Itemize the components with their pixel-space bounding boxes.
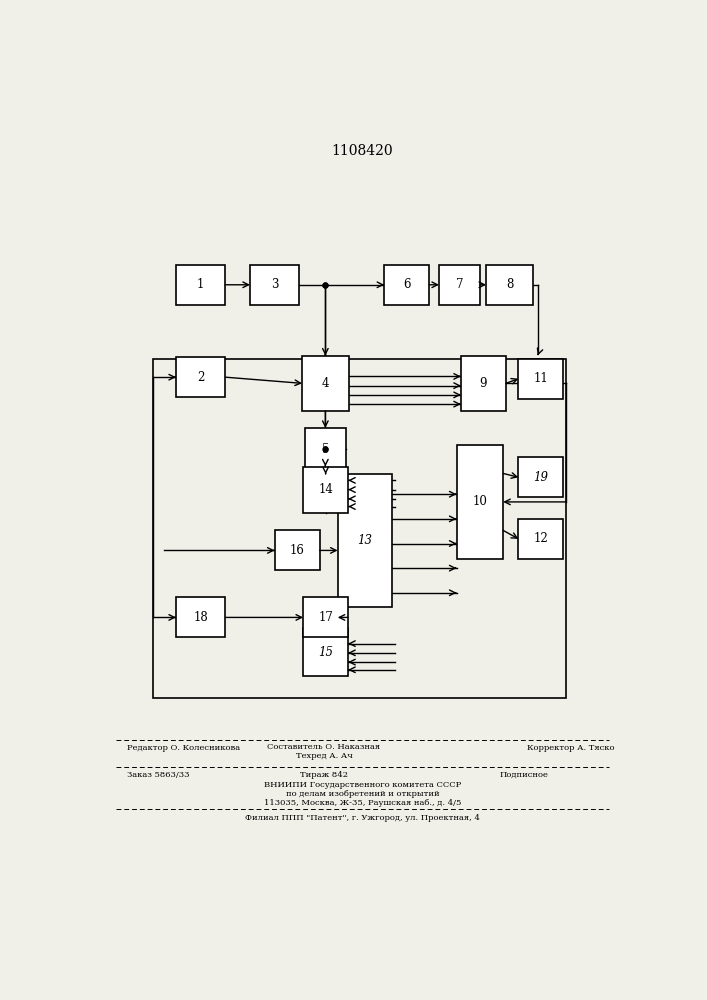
Bar (385, 265, 429, 305)
Text: 1: 1 (197, 278, 204, 291)
Text: 19: 19 (534, 471, 549, 484)
Bar (305, 428, 346, 470)
Bar (303, 597, 348, 637)
Text: 13: 13 (358, 534, 373, 547)
Text: Тираж 842: Тираж 842 (300, 771, 348, 779)
Text: 10: 10 (472, 495, 487, 508)
Text: 12: 12 (534, 532, 549, 545)
Bar (153, 359, 566, 698)
Bar (461, 356, 506, 411)
Text: Филиал ППП "Патент", г. Ужгород, ул. Проектная, 4: Филиал ППП "Патент", г. Ужгород, ул. Про… (245, 814, 480, 822)
Bar (439, 265, 479, 305)
Text: 18: 18 (193, 611, 208, 624)
Text: Редактор О. Колесникова: Редактор О. Колесникова (127, 744, 240, 752)
Text: 8: 8 (506, 278, 513, 291)
Bar (302, 356, 349, 411)
Text: 16: 16 (290, 544, 305, 557)
Bar (176, 597, 226, 637)
Text: 11: 11 (534, 372, 549, 385)
Bar (457, 445, 503, 559)
Text: ВНИИПИ Государственного комитета СССР: ВНИИПИ Государственного комитета СССР (264, 781, 461, 789)
Text: 6: 6 (403, 278, 411, 291)
Text: 17: 17 (318, 611, 333, 624)
Text: по делам изобретений и открытий: по делам изобретений и открытий (286, 790, 439, 798)
Text: 15: 15 (318, 646, 333, 659)
Text: 2: 2 (197, 371, 204, 384)
Text: Заказ 5863/33: Заказ 5863/33 (127, 771, 189, 779)
Text: 113035, Москва, Ж-35, Раушская наб., д. 4/5: 113035, Москва, Ж-35, Раушская наб., д. … (264, 799, 461, 807)
Bar (303, 466, 348, 513)
Text: 5: 5 (322, 443, 329, 456)
Bar (518, 457, 563, 497)
Bar (303, 628, 348, 676)
Text: 3: 3 (271, 278, 279, 291)
Bar (176, 265, 226, 305)
Bar (176, 357, 226, 397)
Text: 1108420: 1108420 (332, 144, 393, 158)
Text: 4: 4 (322, 377, 329, 390)
Bar (275, 530, 320, 570)
Bar (338, 474, 392, 607)
Text: 9: 9 (479, 377, 487, 390)
Text: 14: 14 (318, 483, 333, 496)
Text: Подписное: Подписное (499, 771, 548, 779)
Bar (518, 359, 563, 399)
Text: Корректор А. Тяско: Корректор А. Тяско (527, 744, 614, 752)
Text: 7: 7 (455, 278, 463, 291)
Bar (518, 519, 563, 559)
Bar (250, 265, 299, 305)
Bar (486, 265, 533, 305)
Text: Составитель О. Наказная
Техред А. Ач: Составитель О. Наказная Техред А. Ач (267, 743, 380, 760)
